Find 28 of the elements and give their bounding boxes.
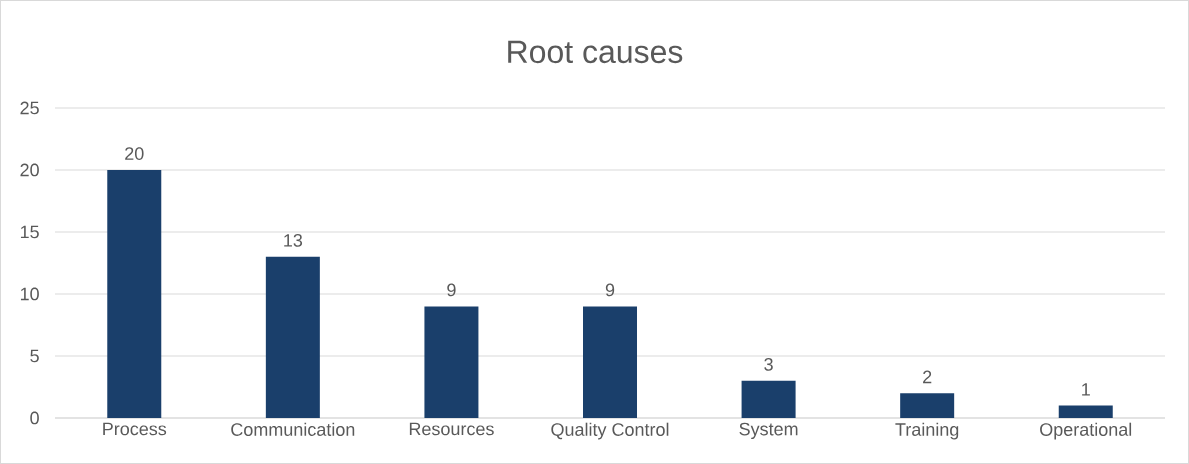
y-tick-label: 0 (30, 411, 39, 425)
data-label: 1 (1082, 383, 1090, 396)
data-label: 3 (764, 358, 773, 371)
data-label: 9 (447, 283, 456, 297)
y-tick-label: 5 (30, 349, 39, 363)
data-label: 20 (125, 147, 144, 160)
y-tick-label: 25 (20, 101, 39, 115)
bar (107, 169, 162, 418)
chart-title: Root causes (508, 40, 683, 64)
bar (1058, 405, 1113, 418)
x-tick-label: Process (103, 422, 167, 436)
x-tick-label: Training (895, 422, 959, 440)
y-tick-label: 15 (20, 225, 39, 239)
data-label: 9 (605, 283, 615, 297)
x-tick-label: Communication (231, 422, 355, 436)
x-tick-label: Resources (409, 422, 494, 436)
y-tick-label: 10 (20, 287, 39, 301)
bar (424, 306, 479, 418)
x-tick-label: Quality Control (551, 422, 669, 440)
y-tick-label: 20 (20, 163, 39, 177)
bar (741, 380, 796, 418)
data-label: 2 (923, 370, 932, 384)
bar (900, 393, 955, 418)
bar (583, 306, 638, 418)
data-label: 13 (284, 234, 303, 247)
x-tick-label: System (739, 422, 798, 440)
bar (265, 256, 320, 418)
x-tick-label: Operational (1040, 422, 1132, 440)
